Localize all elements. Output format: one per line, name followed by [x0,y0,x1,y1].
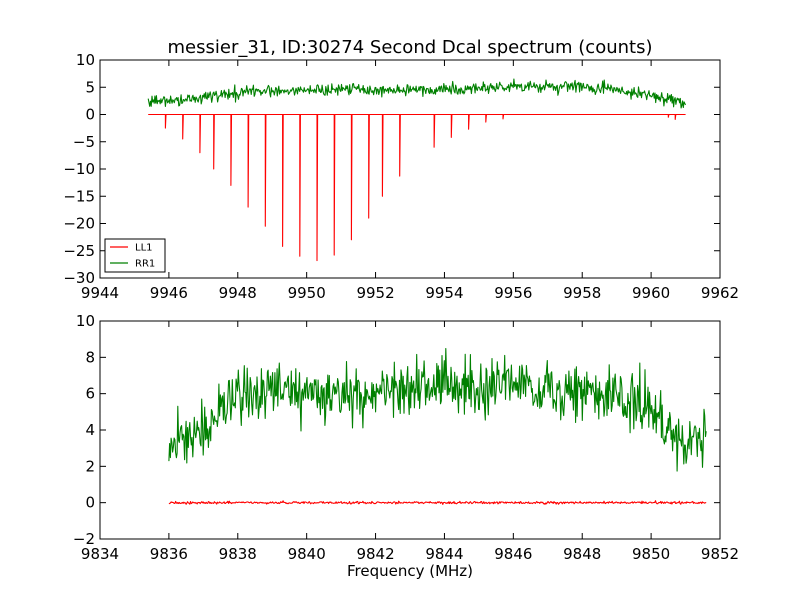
x-tick-label: 9848 [563,545,601,563]
bottom-axes-frame [99,320,721,540]
legend-label-ll1: LL1 [135,243,153,254]
x-axis-label: Frequency (MHz) [347,562,473,580]
y-tick-label: −30 [63,269,95,287]
x-tick-label: 9838 [219,545,257,563]
y-tick-label: 0 [85,106,95,124]
y-tick-label: 6 [85,385,95,403]
top-x-ticks: 9944 9946 9948 9950 9952 9954 9956 9958 9960 9962 [81,60,739,302]
legend-box [104,238,166,273]
y-tick-label: −25 [63,242,95,260]
x-tick-label: 9834 [81,545,119,563]
series-line-rr1 [168,347,707,472]
x-tick-label: 9944 [81,284,119,302]
x-tick-label: 9960 [632,284,670,302]
series-line-ll1 [168,500,707,505]
y-tick-label: 4 [85,421,95,439]
x-tick-label: 9950 [288,284,326,302]
x-tick-label: 9850 [632,545,670,563]
chart-title: messier_31, ID:30274 Second Dcal spectru… [168,37,653,58]
bottom-x-ticks: 9834 9836 9838 9840 9842 9844 9846 9848 9850 9852 [81,321,739,563]
y-tick-label: −5 [73,133,95,151]
y-tick-label: 10 [76,312,95,330]
bottom-y-ticks: −2 0 2 4 6 8 10 [73,312,720,548]
x-tick-label: 9958 [563,284,601,302]
y-tick-label: 0 [85,494,95,512]
bottom-plot-area [168,347,707,505]
x-tick-label: 9852 [701,545,739,563]
y-tick-label: 2 [85,457,95,475]
x-tick-label: 9956 [494,284,532,302]
y-tick-label: −15 [63,187,95,205]
x-tick-label: 9842 [356,545,394,563]
legend: LL1 RR1 [104,238,166,273]
series-line-rr1 [147,78,687,109]
bottom-subplot: 9834 9836 9838 9840 9842 9844 9846 9848 9850 9852… [73,312,739,580]
y-tick-label: 8 [85,348,95,366]
x-tick-label: 9844 [425,545,463,563]
x-tick-label: 9962 [701,284,739,302]
top-y-ticks: −30 −25 −20 −15 −10 −5 0 5 10 [63,51,720,287]
series-line-ll1 [148,113,686,262]
y-tick-label: 5 [85,78,95,96]
y-tick-label: −10 [63,160,95,178]
legend-label-rr1: RR1 [135,259,155,270]
x-tick-label: 9954 [425,284,463,302]
x-tick-label: 9846 [494,545,532,563]
x-tick-label: 9836 [150,545,188,563]
y-tick-label: 10 [76,51,95,69]
x-tick-label: 9946 [150,284,188,302]
y-tick-label: −2 [73,530,95,548]
y-tick-label: −20 [63,215,95,233]
top-plot-area [147,78,687,262]
x-tick-label: 9840 [288,545,326,563]
x-tick-label: 9948 [219,284,257,302]
top-subplot: messier_31, ID:30274 Second Dcal spectru… [63,37,739,302]
x-tick-label: 9952 [356,284,394,302]
